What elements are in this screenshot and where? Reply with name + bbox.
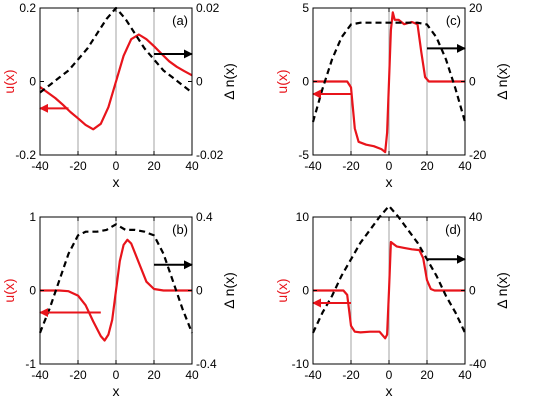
x-tick-label: 0 <box>386 368 393 382</box>
y-right-axis-label: Δ n(x) <box>221 272 237 309</box>
y-right-tick-label: -0.02 <box>196 148 224 162</box>
y-left-tick-label: -1 <box>25 357 36 371</box>
panel-a: -40 -20 0 20 40 -0.2 0 0.2 -0.02 0 0.02 x u(x) Δ n(x)… <box>1 1 237 190</box>
panel-label: (c) <box>446 13 461 28</box>
panel-label: (a) <box>172 13 188 28</box>
y-left-axis-label: u(x) <box>1 69 17 93</box>
series-u-line <box>39 33 193 131</box>
series-dn-line <box>38 223 194 334</box>
y-right-axis-label: Δ n(x) <box>494 63 510 100</box>
y-right-tick-label: 0.4 <box>196 210 213 224</box>
y-left-tick-label: -5 <box>298 148 309 162</box>
x-tick-label: -20 <box>342 368 360 382</box>
panel-b: -40 -20 0 20 40 -1 0 1 -0.4 0 0.4 x u(x) Δ n(x) (b) <box>1 210 237 399</box>
y-left-tick-label: -0.2 <box>15 148 36 162</box>
y-right-tick-label: -20 <box>469 148 487 162</box>
x-axis-label: x <box>113 174 120 190</box>
x-tick-label: -20 <box>69 368 87 382</box>
y-left-axis-label: u(x) <box>1 278 17 302</box>
y-right-tick-label: 0 <box>196 75 203 89</box>
panel-c: -40 -20 0 20 40 -5 0 5 -20 0 20 x u(x) Δ n(x) (c) <box>274 1 510 190</box>
x-tick-label: -20 <box>69 159 87 173</box>
y-left-axis-label: u(x) <box>274 69 290 93</box>
x-tick-label: 40 <box>458 368 472 382</box>
x-tick-label: 0 <box>113 159 120 173</box>
x-tick-label: 0 <box>113 368 120 382</box>
y-right-axis-label: Δ n(x) <box>221 63 237 100</box>
y-left-tick-label: -10 <box>292 357 310 371</box>
x-tick-label: -40 <box>31 159 49 173</box>
y-right-tick-label: 0 <box>469 284 476 298</box>
panel-label: (b) <box>172 222 188 237</box>
y-right-tick-label: 40 <box>469 210 483 224</box>
series-dn-line <box>311 21 467 123</box>
x-tick-label: 20 <box>147 159 161 173</box>
y-left-tick-label: 0 <box>29 284 36 298</box>
series-dn-line <box>312 204 466 334</box>
panel-label: (d) <box>445 222 461 237</box>
y-right-tick-label: 0.02 <box>196 1 220 15</box>
x-tick-label: -40 <box>31 368 49 382</box>
x-tick-label: 20 <box>147 368 161 382</box>
y-left-axis-label: u(x) <box>274 278 290 302</box>
x-axis-label: x <box>386 174 393 190</box>
y-right-tick-label: -0.4 <box>196 357 217 371</box>
x-tick-label: 40 <box>185 368 199 382</box>
x-tick-label: -40 <box>304 159 322 173</box>
series-u-line <box>313 11 465 154</box>
x-tick-label: 0 <box>386 159 393 173</box>
x-tick-label: -20 <box>342 159 360 173</box>
x-tick-label: 20 <box>420 368 434 382</box>
y-right-tick-label: 0 <box>196 284 203 298</box>
x-tick-label: -40 <box>304 368 322 382</box>
y-right-tick-label: 0 <box>469 75 476 89</box>
x-axis-label: x <box>386 383 393 399</box>
y-right-tick-label: -40 <box>469 357 487 371</box>
y-left-tick-label: 0 <box>29 75 36 89</box>
x-tick-label: 20 <box>420 159 434 173</box>
y-right-axis-label: Δ n(x) <box>494 272 510 309</box>
x-axis-label: x <box>113 383 120 399</box>
series-u-line <box>40 238 192 342</box>
x-tick-label: 40 <box>185 159 199 173</box>
x-tick-label: 40 <box>458 159 472 173</box>
y-left-tick-label: 10 <box>296 210 310 224</box>
y-left-tick-label: 1 <box>29 210 36 224</box>
y-left-tick-label: 0 <box>302 284 309 298</box>
y-left-tick-label: 0.2 <box>19 1 36 15</box>
panel-d: -40 -20 0 20 40 -10 0 10 -40 0 40 x u(x) Δ n(x) (d) <box>274 204 510 399</box>
y-left-tick-label: 5 <box>302 1 309 15</box>
y-left-tick-label: 0 <box>302 75 309 89</box>
y-right-tick-label: 20 <box>469 1 483 15</box>
series-u-line <box>313 240 465 340</box>
